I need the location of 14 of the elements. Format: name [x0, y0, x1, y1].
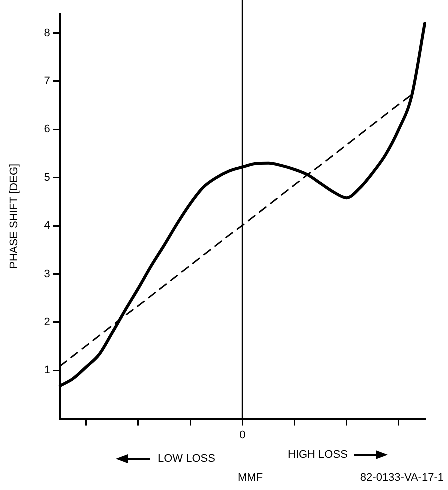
x-axis-title: MMF	[238, 472, 264, 484]
y-tick-label: 1	[44, 364, 50, 377]
y-tick-label: 4	[44, 220, 50, 232]
text: HIGH LOSS	[288, 449, 348, 461]
text: 82-0133-VA-17-1	[360, 472, 444, 484]
y-tick-label: 6	[44, 124, 50, 136]
y-tick-label: 7	[44, 76, 50, 88]
y-axis-title: PHASE SHIFT [DEG]	[8, 164, 21, 269]
y-tick-label: 2	[44, 316, 50, 328]
y-tick-label: 5	[44, 172, 50, 184]
x-tick-label: 0	[240, 429, 246, 442]
y-tick-label: 8	[44, 27, 50, 40]
y-tick-label: 3	[44, 268, 50, 280]
text: LOW LOSS	[158, 453, 216, 465]
